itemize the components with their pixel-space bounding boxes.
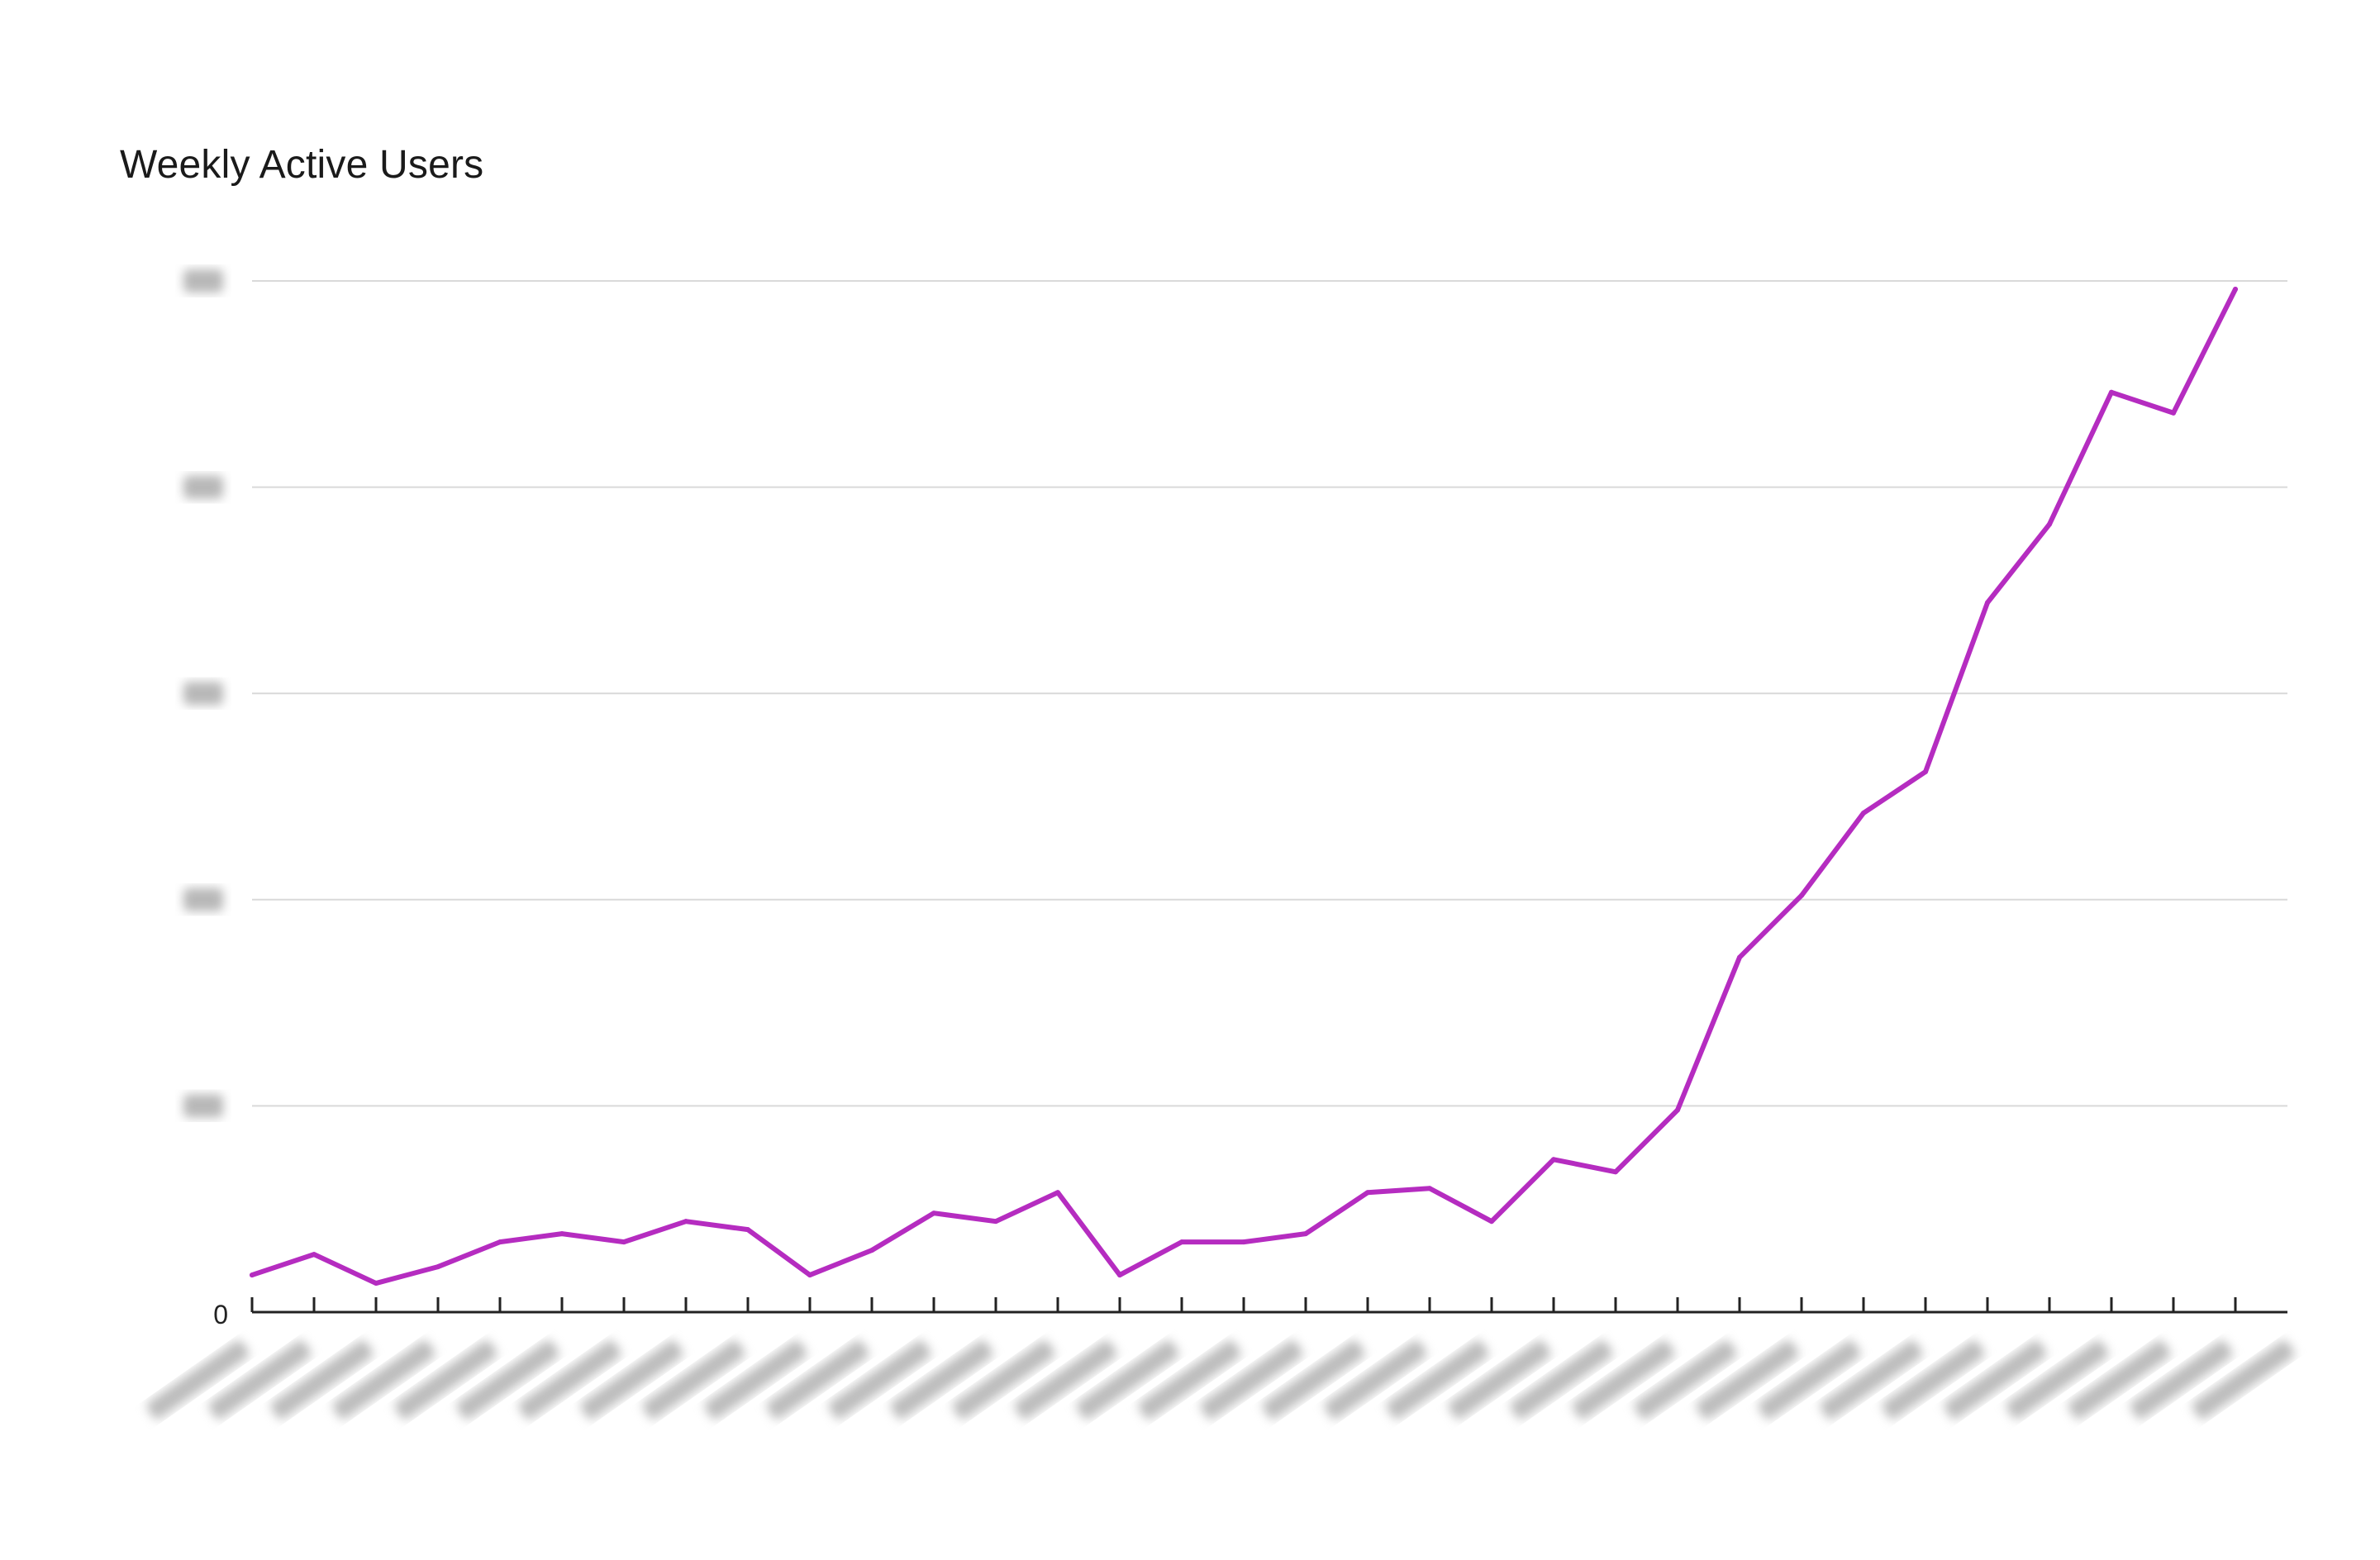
x-tick-label-obscured <box>1014 1340 1117 1420</box>
data-point <box>1737 954 1742 960</box>
data-point <box>1117 1272 1122 1278</box>
x-tick-label-obscured <box>1944 1340 2047 1420</box>
y-tick-label-obscured <box>183 887 223 911</box>
data-point <box>2233 286 2238 292</box>
x-tick-label-obscured <box>1758 1340 1861 1420</box>
data-point <box>869 1248 874 1253</box>
x-tick-label-obscured <box>2192 1340 2295 1420</box>
y-tick-label: 0 <box>213 1300 228 1329</box>
x-tick-label-obscured <box>1634 1340 1737 1420</box>
x-axis <box>250 1297 2287 1314</box>
series-line <box>250 286 2238 1287</box>
series-layer <box>250 286 2238 1287</box>
data-point <box>312 1252 317 1258</box>
y-axis-tick-labels: 0 <box>183 269 228 1329</box>
x-tick-label-obscured <box>332 1340 436 1420</box>
data-point <box>807 1272 812 1278</box>
y-tick-label-obscured <box>183 269 223 292</box>
data-point <box>993 1219 998 1225</box>
x-tick-label-obscured <box>1200 1340 1303 1420</box>
x-tick-label-obscured <box>2130 1340 2233 1420</box>
data-point <box>1923 769 1928 775</box>
x-tick-label-obscured <box>1882 1340 1985 1420</box>
x-tick-label-obscured <box>704 1340 807 1420</box>
x-tick-label-obscured <box>456 1340 559 1420</box>
data-point <box>1985 600 1990 606</box>
x-tick-label-obscured <box>2068 1340 2171 1420</box>
data-point <box>1551 1157 1556 1163</box>
chart-title: Weekly Active Users <box>120 143 484 187</box>
data-point <box>1427 1186 1432 1191</box>
data-point <box>1365 1190 1370 1196</box>
x-tick-label-obscured <box>1696 1340 1799 1420</box>
x-tick-label-obscured <box>952 1340 1055 1420</box>
y-tick-label-obscured <box>183 1094 223 1118</box>
data-point <box>2109 389 2114 395</box>
data-point <box>1055 1190 1060 1196</box>
data-point <box>1241 1239 1246 1245</box>
data-point <box>1303 1231 1308 1237</box>
y-tick-label-obscured <box>183 475 223 499</box>
x-tick-label-obscured <box>1386 1340 1489 1420</box>
data-point <box>1613 1169 1618 1175</box>
data-point <box>2047 521 2052 527</box>
data-point <box>1799 892 1804 898</box>
data-point <box>931 1210 936 1216</box>
x-tick-label-obscured <box>1262 1340 1365 1420</box>
data-point <box>1179 1239 1184 1245</box>
x-tick-label-obscured <box>1138 1340 1241 1420</box>
x-tick-label-obscured <box>394 1340 497 1420</box>
data-point <box>745 1227 750 1233</box>
data-point <box>1861 810 1866 816</box>
data-point <box>250 1272 255 1278</box>
data-point <box>621 1239 626 1245</box>
data-point <box>1489 1219 1494 1225</box>
data-point <box>497 1239 502 1245</box>
x-tick-label-obscured <box>1324 1340 1427 1420</box>
data-point <box>374 1281 378 1287</box>
x-tick-label-obscured <box>828 1340 931 1420</box>
x-tick-label-obscured <box>1076 1340 1179 1420</box>
data-point <box>2171 410 2176 416</box>
x-tick-label-obscured <box>1448 1340 1551 1420</box>
x-tick-label-obscured <box>1820 1340 1923 1420</box>
x-axis-tick-labels <box>146 1340 2295 1420</box>
x-tick-label-obscured <box>1572 1340 1675 1420</box>
x-tick-label-obscured <box>580 1340 683 1420</box>
x-tick-label-obscured <box>766 1340 869 1420</box>
x-tick-label-obscured <box>2006 1340 2109 1420</box>
grid-lines <box>252 280 2287 1107</box>
x-tick-label-obscured <box>208 1340 312 1420</box>
x-tick-label-obscured <box>1510 1340 1613 1420</box>
data-point <box>436 1264 440 1270</box>
x-tick-label-obscured <box>890 1340 993 1420</box>
x-tick-label-obscured <box>146 1340 250 1420</box>
y-tick-label-obscured <box>183 682 223 706</box>
x-tick-label-obscured <box>270 1340 374 1420</box>
x-tick-label-obscured <box>518 1340 621 1420</box>
data-point <box>683 1219 688 1225</box>
data-point <box>1675 1107 1680 1113</box>
data-point <box>559 1231 564 1237</box>
x-tick-label-obscured <box>642 1340 745 1420</box>
